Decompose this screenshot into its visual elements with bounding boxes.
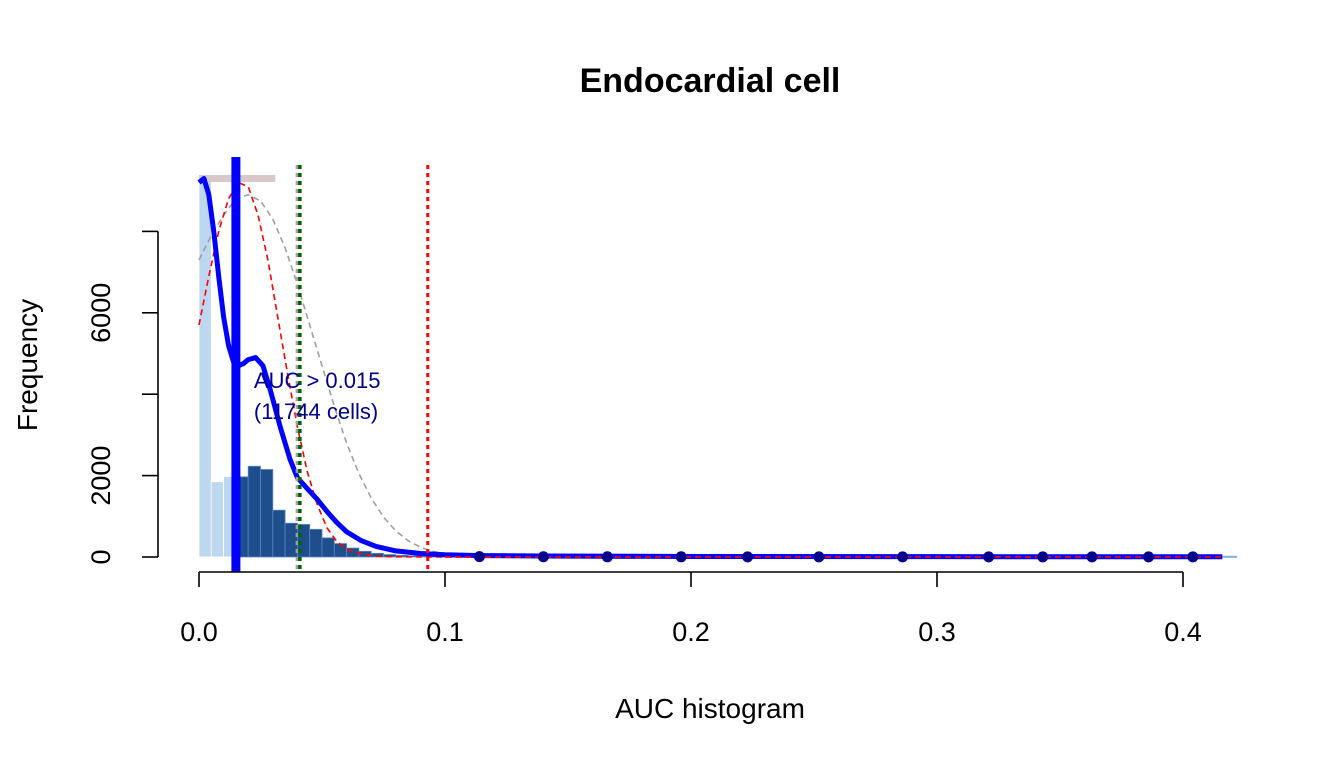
- histogram-bar: [321, 537, 335, 558]
- histogram-bar: [247, 465, 261, 558]
- tail-points: [473, 551, 1199, 563]
- y-tick-label: 6000: [86, 283, 116, 343]
- tail-point: [537, 551, 549, 563]
- tail-point: [1086, 551, 1098, 563]
- tail-point: [1037, 551, 1049, 563]
- x-tick-label: 0.4: [1164, 617, 1202, 647]
- tail-point: [1187, 551, 1199, 563]
- fit-curve-red: [198, 181, 1223, 558]
- histogram-bar: [309, 528, 323, 558]
- x-tick-label: 0.1: [426, 617, 464, 647]
- x-axis-label: AUC histogram: [615, 693, 805, 724]
- chart-title: Endocardial cell: [580, 62, 841, 100]
- annotation-line: AUC > 0.015: [254, 368, 381, 393]
- histogram-bar: [272, 509, 286, 558]
- threshold-annotation: AUC > 0.015 (11744 cells): [254, 368, 381, 424]
- tail-point: [601, 551, 613, 563]
- annotation-line: (11744 cells): [254, 399, 378, 424]
- y-tick-label: 0: [86, 549, 116, 564]
- histogram-bar: [284, 522, 298, 558]
- tail-point: [1143, 551, 1155, 563]
- tail-point: [742, 551, 754, 563]
- y-axis-label: Frequency: [12, 299, 43, 431]
- histogram-bar-low: [210, 481, 225, 558]
- x-axis: 0.0 0.1 0.2 0.3 0.4: [180, 571, 1202, 647]
- x-tick-label: 0.3: [918, 617, 956, 647]
- threshold-lines: [231, 157, 430, 572]
- histogram-bar-low: [198, 178, 212, 558]
- tail-point: [983, 551, 995, 563]
- y-tick-label: 2000: [86, 446, 116, 506]
- x-tick-label: 0.2: [672, 617, 710, 647]
- x-tick-label: 0.0: [180, 617, 218, 647]
- tail-point: [473, 551, 485, 563]
- tail-point: [675, 551, 687, 563]
- tail-point: [897, 551, 909, 563]
- y-axis: 0 2000 6000: [86, 230, 159, 565]
- tail-point: [813, 551, 825, 563]
- histogram-bar: [260, 469, 274, 558]
- histogram-bar: [333, 543, 347, 558]
